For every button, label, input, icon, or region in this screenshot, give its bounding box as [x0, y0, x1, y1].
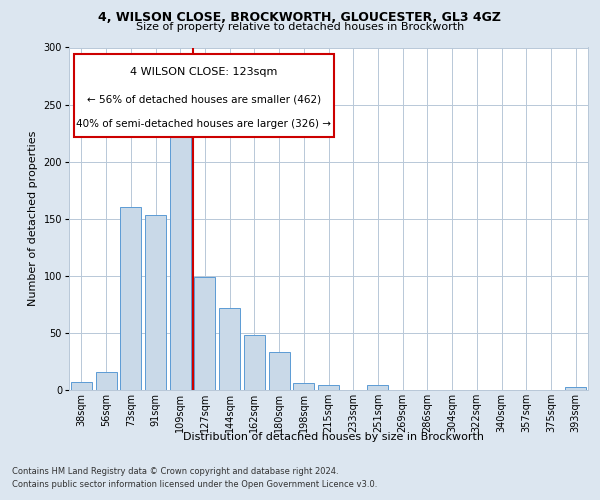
Bar: [120, 208, 141, 390]
Bar: [318, 386, 339, 390]
Y-axis label: Number of detached properties: Number of detached properties: [28, 131, 38, 306]
Bar: [269, 352, 290, 390]
Bar: [367, 386, 388, 390]
Text: 4, WILSON CLOSE, BROCKWORTH, GLOUCESTER, GL3 4GZ: 4, WILSON CLOSE, BROCKWORTH, GLOUCESTER,…: [98, 11, 502, 24]
Bar: [219, 308, 240, 390]
Bar: [194, 277, 215, 390]
Bar: [565, 386, 586, 390]
Text: ← 56% of detached houses are smaller (462): ← 56% of detached houses are smaller (46…: [87, 94, 321, 104]
Bar: [170, 128, 191, 390]
Bar: [293, 383, 314, 390]
Bar: [95, 372, 116, 390]
Text: Distribution of detached houses by size in Brockworth: Distribution of detached houses by size …: [182, 432, 484, 442]
Text: Size of property relative to detached houses in Brockworth: Size of property relative to detached ho…: [136, 22, 464, 32]
Bar: [71, 382, 92, 390]
Text: 4 WILSON CLOSE: 123sqm: 4 WILSON CLOSE: 123sqm: [130, 68, 278, 78]
Text: Contains public sector information licensed under the Open Government Licence v3: Contains public sector information licen…: [12, 480, 377, 489]
Text: 40% of semi-detached houses are larger (326) →: 40% of semi-detached houses are larger (…: [76, 119, 331, 129]
Text: Contains HM Land Registry data © Crown copyright and database right 2024.: Contains HM Land Registry data © Crown c…: [12, 468, 338, 476]
FancyBboxPatch shape: [74, 54, 334, 136]
Bar: [244, 335, 265, 390]
Bar: [145, 216, 166, 390]
